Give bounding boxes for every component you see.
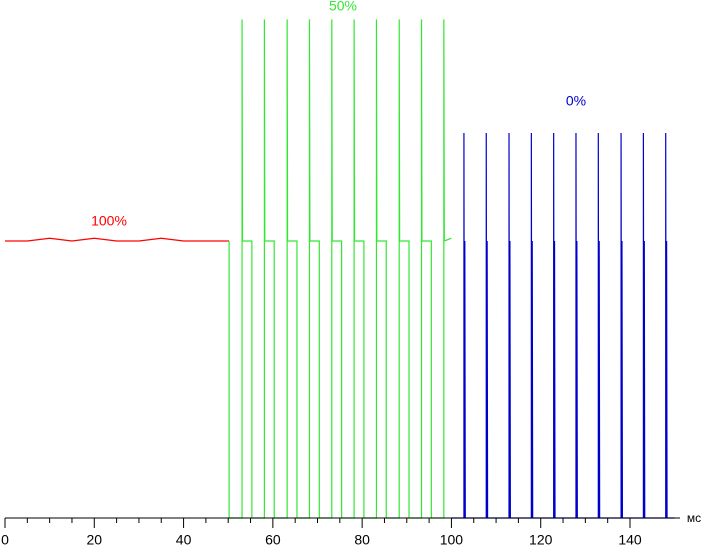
series-line: [451, 132, 675, 519]
x-tick-label: 100: [440, 532, 464, 547]
series-label: 0%: [566, 93, 586, 109]
x-tick-label: 60: [265, 532, 281, 547]
x-tick-label: 120: [529, 532, 553, 547]
x-axis-label: мс: [687, 511, 701, 525]
x-tick-label: 80: [354, 532, 370, 547]
series-label: 100%: [91, 213, 127, 229]
series-line: [228, 19, 452, 519]
x-tick-label: 20: [86, 532, 102, 547]
series-line: [5, 237, 230, 242]
x-tick-label: 0: [1, 532, 9, 547]
x-tick-label: 140: [618, 532, 642, 547]
x-tick-label: 40: [176, 532, 192, 547]
series-label: 50%: [329, 0, 357, 14]
